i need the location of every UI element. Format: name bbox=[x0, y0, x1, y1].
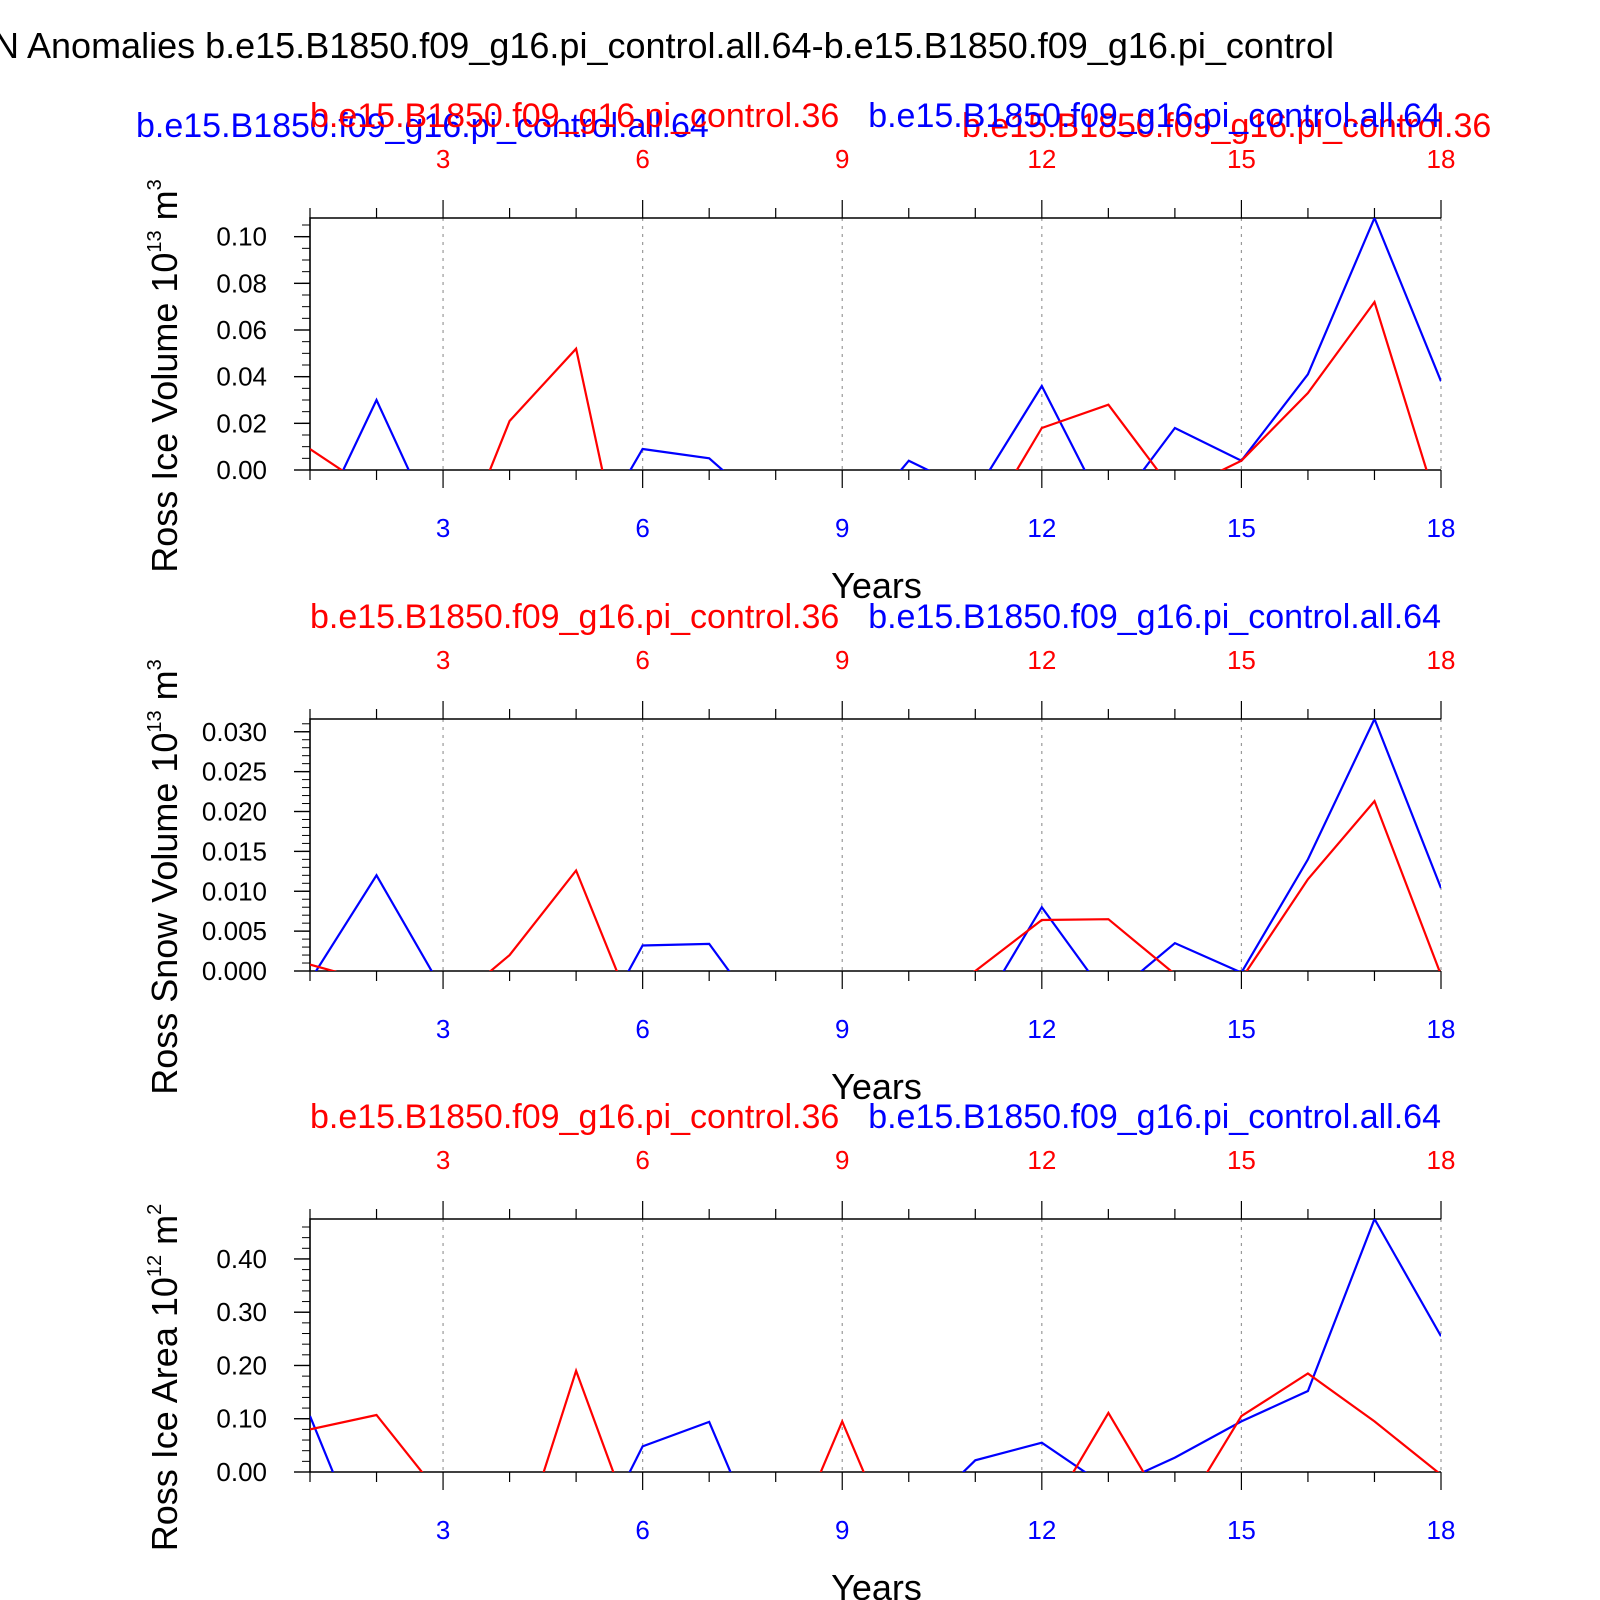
x-tick-label-bottom: 6 bbox=[635, 513, 649, 543]
x-tick-label-bottom: 6 bbox=[635, 1014, 649, 1044]
figure-title: N Anomalies b.e15.B1850.f09_g16.pi_contr… bbox=[0, 25, 1334, 66]
x-tick-label-bottom: 3 bbox=[436, 1014, 450, 1044]
y-tick-label: 0.005 bbox=[202, 916, 267, 946]
x-axis-title: Years bbox=[831, 565, 922, 606]
x-tick-label-top: 6 bbox=[635, 645, 649, 675]
x-tick-label-bottom: 12 bbox=[1027, 1515, 1056, 1545]
series-group bbox=[310, 1219, 1441, 1472]
case-label-blue: b.e15.B1850.f09_g16.pi_control.all.64 bbox=[868, 1098, 1441, 1136]
axis-frame bbox=[309, 1218, 1441, 1472]
x-tick-label-bottom: 9 bbox=[835, 513, 849, 543]
x-tick-label-top: 9 bbox=[835, 645, 849, 675]
extra-blue-case-label: b.e15.B1850.f09_g16.pi_control.all.64 bbox=[136, 107, 709, 145]
x-tick-label-bottom: 15 bbox=[1227, 1515, 1256, 1545]
y-tick-label: 0.02 bbox=[216, 408, 267, 438]
x-tick-label-bottom: 6 bbox=[635, 1515, 649, 1545]
y-tick-label: 0.04 bbox=[216, 362, 267, 392]
series-line-blue bbox=[342, 218, 1441, 470]
x-tick-label-top: 18 bbox=[1427, 1145, 1456, 1175]
x-tick-label-bottom: 9 bbox=[835, 1515, 849, 1545]
x-tick-label-top: 15 bbox=[1227, 645, 1256, 675]
y-tick-label: 0.020 bbox=[202, 797, 267, 827]
series-group bbox=[310, 719, 1441, 971]
x-tick-label-top: 3 bbox=[436, 144, 450, 174]
x-tick-label-top: 6 bbox=[635, 1145, 649, 1175]
series-line-red bbox=[310, 798, 1441, 971]
x-axis-title: Years bbox=[831, 1066, 922, 1107]
y-tick-label: 0.025 bbox=[202, 757, 267, 787]
chart-panel-3: 0.00 0.10 0.20 0.30 0.40 3 3 6 6 9 9 12 12 15 15 18 18 b.… bbox=[144, 1098, 1455, 1600]
extra-red-case-label: b.e15.B1850.f09_g16.pi_control.36 bbox=[962, 107, 1491, 145]
x-tick-label-top: 3 bbox=[436, 645, 450, 675]
x-tick-label-top: 9 bbox=[835, 1145, 849, 1175]
x-tick-label-bottom: 15 bbox=[1227, 513, 1256, 543]
y-tick-label: 0.10 bbox=[216, 1404, 267, 1434]
x-tick-label-bottom: 18 bbox=[1427, 1014, 1456, 1044]
x-tick-label-bottom: 3 bbox=[436, 513, 450, 543]
y-tick-label: 0.06 bbox=[216, 315, 267, 345]
x-tick-label-top: 6 bbox=[635, 144, 649, 174]
x-tick-label-top: 18 bbox=[1427, 645, 1456, 675]
x-tick-label-top: 12 bbox=[1027, 144, 1056, 174]
case-label-blue: b.e15.B1850.f09_g16.pi_control.all.64 bbox=[868, 598, 1441, 636]
x-tick-label-top: 3 bbox=[436, 1145, 450, 1175]
x-tick-label-bottom: 12 bbox=[1027, 513, 1056, 543]
x-tick-label-top: 9 bbox=[835, 144, 849, 174]
x-tick-label-bottom: 9 bbox=[835, 1014, 849, 1044]
chart-panel-1: 0.00 0.02 0.04 0.06 0.08 0.10 3 3 6 6 9 9 12 12 15 15 18… bbox=[144, 97, 1456, 606]
y-tick-label: 0.08 bbox=[216, 268, 267, 298]
x-tick-label-top: 12 bbox=[1027, 1145, 1056, 1175]
x-tick-label-bottom: 18 bbox=[1427, 513, 1456, 543]
case-label-blue: b.e15.B1850.f09_g16.pi_control.all.64 bbox=[868, 97, 1441, 135]
series-group bbox=[310, 218, 1441, 470]
chart-panel-2: 0.000 0.005 0.010 0.015 0.020 0.025 0.030 3 3 6 6 9… bbox=[144, 598, 1455, 1107]
y-tick-label: 0.30 bbox=[216, 1297, 267, 1327]
case-label-red: b.e15.B1850.f09_g16.pi_control.36 bbox=[310, 97, 839, 135]
x-tick-label-bottom: 15 bbox=[1227, 1014, 1256, 1044]
x-tick-label-top: 12 bbox=[1027, 645, 1056, 675]
x-tick-label-bottom: 18 bbox=[1427, 1515, 1456, 1545]
x-tick-label-bottom: 12 bbox=[1027, 1014, 1056, 1044]
x-tick-label-bottom: 3 bbox=[436, 1515, 450, 1545]
x-tick-label-top: 15 bbox=[1227, 144, 1256, 174]
y-tick-label: 0.20 bbox=[216, 1350, 267, 1380]
series-line-red bbox=[310, 299, 1428, 470]
x-axis-title: Years bbox=[831, 1567, 922, 1600]
y-tick-label: 0.40 bbox=[216, 1244, 267, 1274]
y-tick-label: 0.00 bbox=[216, 455, 267, 485]
series-line-red bbox=[310, 1367, 1440, 1472]
axis-frame bbox=[309, 217, 1441, 470]
series-line-blue bbox=[310, 1219, 1441, 1472]
x-tick-label-top: 15 bbox=[1227, 1145, 1256, 1175]
y-tick-label: 0.015 bbox=[202, 836, 267, 866]
y-axis-title: Ross Ice Volume 1013 m3 bbox=[144, 179, 185, 573]
x-tick-label-top: 18 bbox=[1427, 144, 1456, 174]
case-label-red: b.e15.B1850.f09_g16.pi_control.36 bbox=[310, 1098, 839, 1136]
y-tick-label: 0.010 bbox=[202, 876, 267, 906]
series-line-blue bbox=[314, 719, 1441, 971]
case-label-red: b.e15.B1850.f09_g16.pi_control.36 bbox=[310, 598, 839, 636]
y-tick-label: 0.000 bbox=[202, 956, 267, 986]
y-axis-title: Ross Ice Area 1012 m2 bbox=[144, 1204, 185, 1552]
y-axis-title: Ross Snow Volume 1013 m3 bbox=[144, 659, 185, 1095]
y-tick-label: 0.030 bbox=[202, 717, 267, 747]
y-tick-label: 0.00 bbox=[216, 1457, 267, 1487]
y-tick-label: 0.10 bbox=[216, 222, 267, 252]
